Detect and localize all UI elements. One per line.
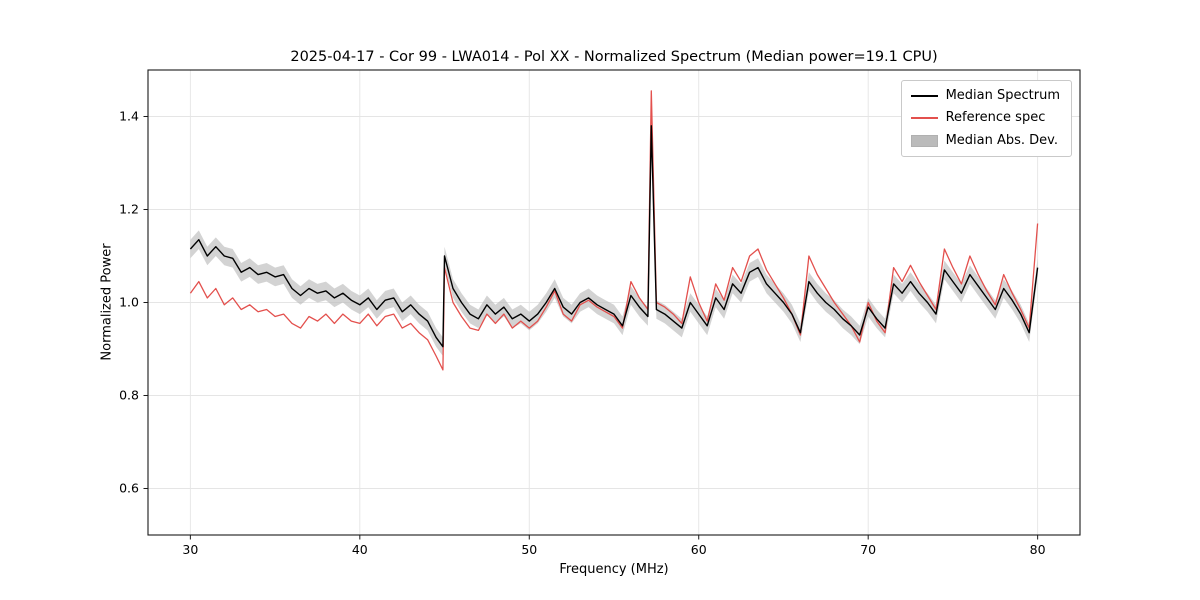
- x-tick-label: 30: [182, 542, 198, 557]
- y-tick-label: 1.0: [119, 295, 139, 310]
- y-tick-label: 1.4: [119, 109, 139, 124]
- chart-title: 2025-04-17 - Cor 99 - LWA014 - Pol XX - …: [290, 49, 938, 65]
- series-path-median-spectrum: [189, 125, 1039, 348]
- legend-item-median-spectrum: Median Spectrum: [910, 88, 1060, 104]
- median-spectrum-line-swatch-icon: [910, 95, 938, 98]
- x-tick-label: 70: [860, 542, 876, 557]
- y-tick-label: 0.8: [119, 388, 139, 403]
- legend-label-median-spectrum: Median Spectrum: [945, 88, 1060, 103]
- x-tick-label: 50: [521, 542, 537, 557]
- x-tick-label: 40: [352, 542, 368, 557]
- y-tick-label: 0.6: [119, 481, 139, 496]
- series-path-reference-spec: [189, 90, 1039, 371]
- median-abs-dev-band: [190, 116, 1038, 356]
- x-axis-label: Frequency (MHz): [559, 562, 669, 577]
- y-axis-label: Normalized Power: [99, 243, 115, 361]
- y-tick-label: 1.2: [119, 202, 139, 217]
- legend-label-median-abs-dev: Median Abs. Dev.: [945, 132, 1059, 148]
- x-tick-label: 60: [691, 542, 707, 557]
- median-abs-dev-patch-icon: [910, 134, 938, 147]
- reference-spec-line-swatch-icon: [910, 117, 938, 120]
- legend-item-reference-spec: Reference spec: [910, 110, 1060, 126]
- legend-label-reference-spec: Reference spec: [945, 110, 1046, 126]
- x-tick-label: 80: [1030, 542, 1046, 557]
- legend: Median Spectrum Reference spec Median Ab…: [900, 80, 1072, 157]
- legend-item-median-abs-dev: Median Abs. Dev.: [910, 132, 1060, 149]
